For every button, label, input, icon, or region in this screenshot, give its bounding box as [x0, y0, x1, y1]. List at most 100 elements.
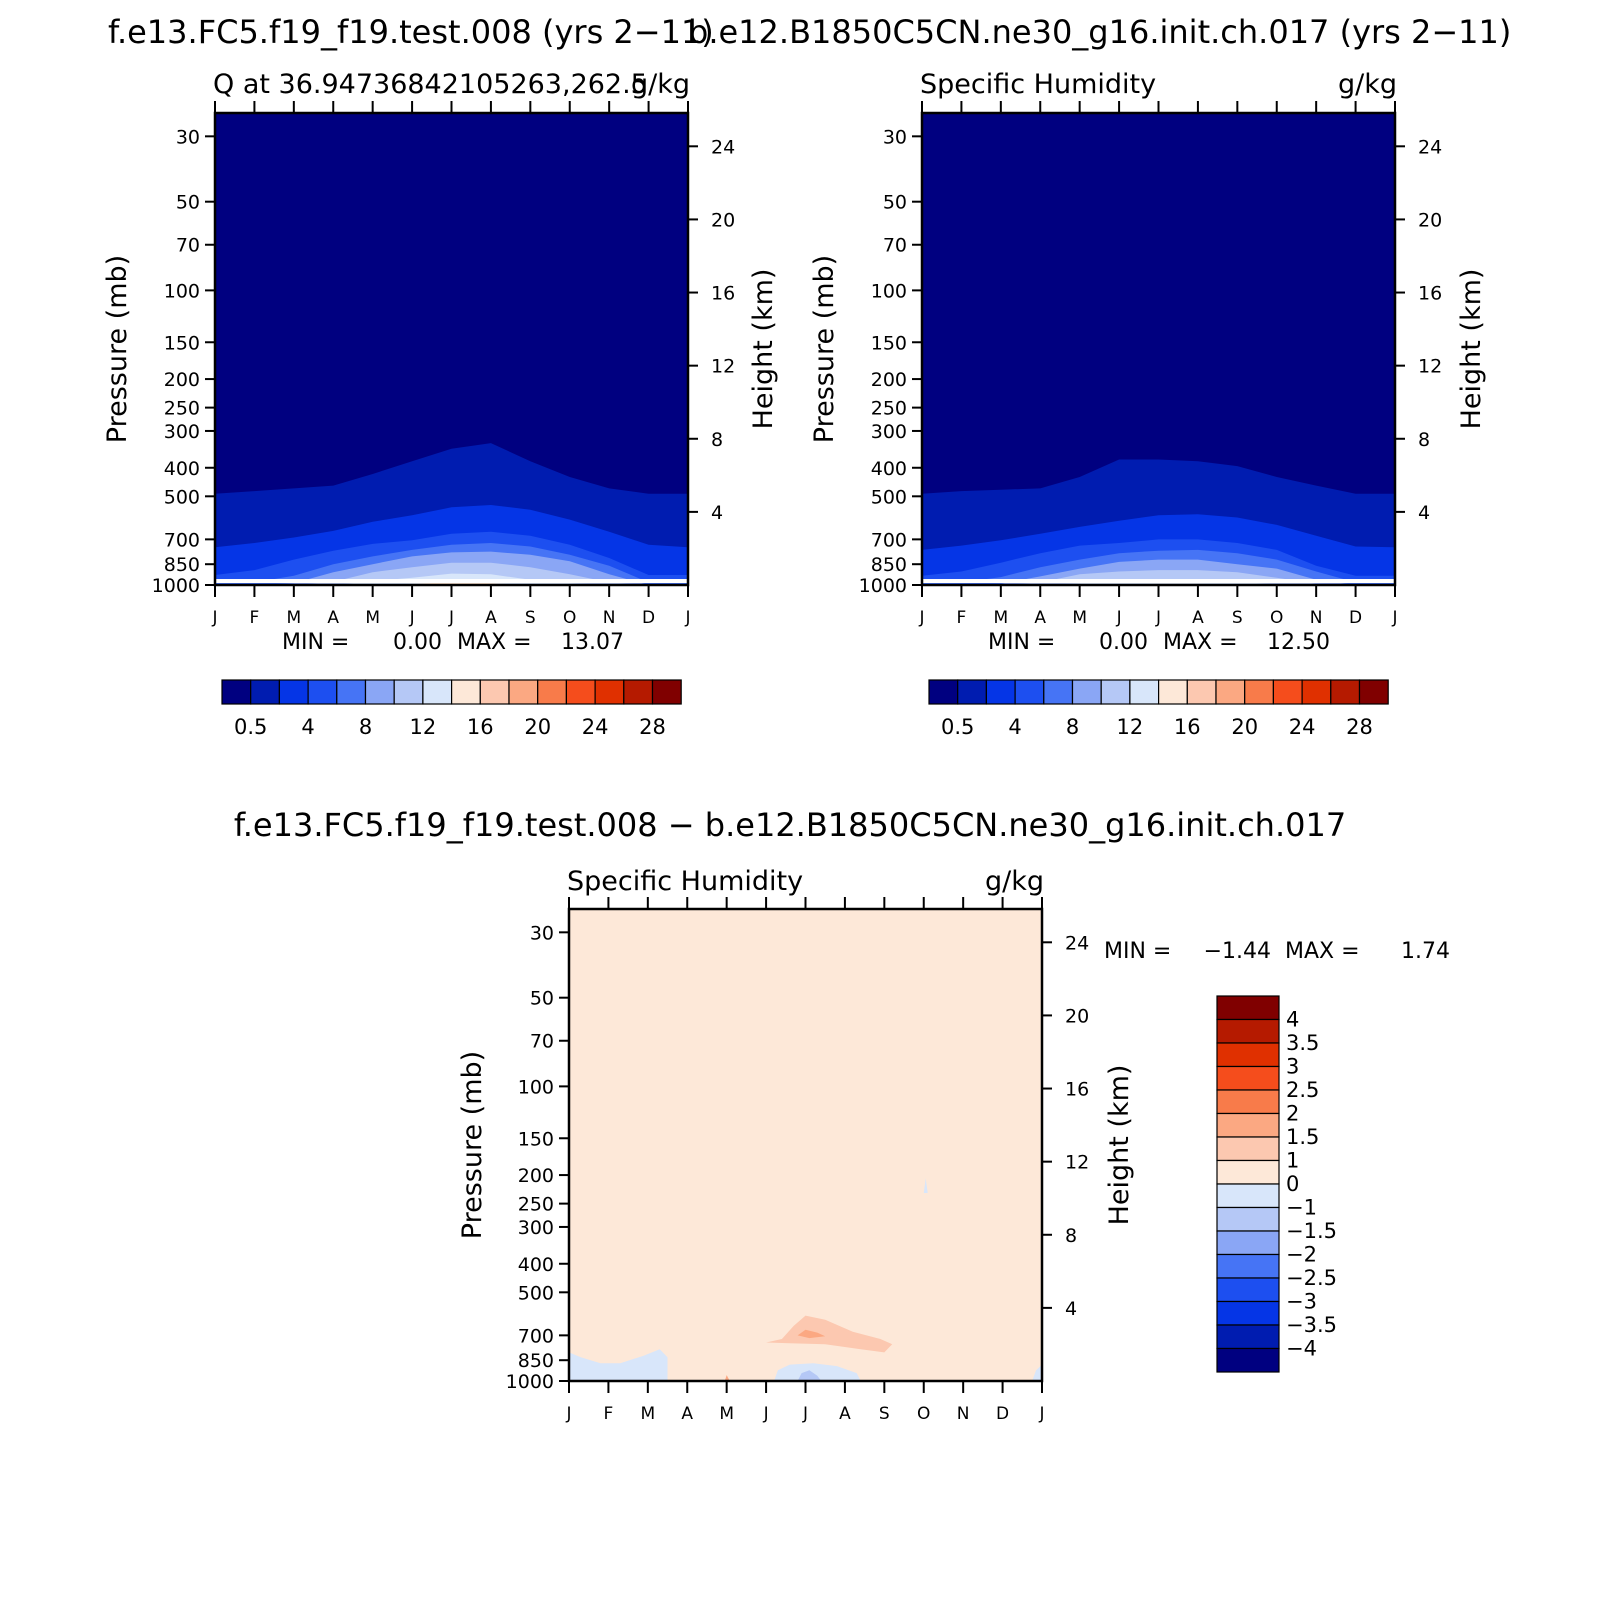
panel-diff-colorbar: 43.532.521.510−1−1.5−2−2.5−3−3.5−4: [1216, 995, 1337, 1373]
panel-diff-month-label: D: [996, 1404, 1009, 1424]
panel-diff-month-label: M: [719, 1404, 734, 1424]
panel-right-month-label: M: [993, 608, 1008, 628]
panel-diff-pressure-tick-label: 400: [518, 1254, 554, 1276]
panel-right-colorbar-box: [1272, 679, 1303, 705]
panel-left-colorbar-box: [364, 679, 395, 705]
panel-left-colorbar-box: [451, 679, 481, 705]
panel-left: Q at 36.94736842105263,262.5 g/kg 30 50 70…: [102, 69, 779, 739]
panel-diff-pressure-tick-label: 700: [518, 1325, 554, 1347]
panel-left-month-label: J: [211, 608, 217, 628]
panel-right-height-tick-label: 20: [1418, 209, 1442, 231]
panel-diff-colorbar-label: −4: [1286, 1337, 1317, 1361]
panel-left-colorbar-box: [422, 679, 453, 705]
panel-diff-month-label: F: [604, 1404, 614, 1424]
panel-right-month-label: J: [1116, 608, 1122, 628]
panel-right-colorbar-box: [1014, 679, 1045, 705]
panel-left-colorbar-label: 28: [639, 715, 666, 739]
panel-right-colorbar-box: [1157, 679, 1188, 705]
panel-diff-stats: MIN = −1.44 MAX = 1.74: [1104, 939, 1450, 964]
panel-diff-month-label: A: [839, 1404, 851, 1424]
panel-diff-colorbar-box: [1216, 1042, 1280, 1068]
panel-left-colorbar-box: [565, 679, 596, 705]
panel-left-pressure-tick-label: 700: [164, 529, 200, 551]
panel-diff-level-band-background: [569, 909, 1042, 1381]
panel-diff: Specific Humidity g/kg 30507010015020025…: [457, 866, 1450, 1424]
panel-diff-month-label: N: [957, 1404, 970, 1424]
panel-diff-month-label: A: [681, 1404, 693, 1424]
panel-right-colorbar-box: [1071, 679, 1102, 705]
panel-right-month-label: J: [918, 608, 924, 628]
panel-left-colorbar-label: 8: [359, 715, 372, 739]
panel-left-pressure-tick-label: 300: [164, 421, 200, 443]
panel-diff-max-label: MAX =: [1285, 939, 1360, 964]
panel-left-height-tick-label: 8: [711, 429, 723, 451]
panel-left-pressure-tick-label: 100: [164, 280, 200, 302]
panel-diff-colorbar-box: [1216, 995, 1280, 1021]
panel-right-colorbar-box: [928, 679, 959, 705]
panel-left-pressure-tick-label: 70: [176, 235, 200, 257]
panel-diff-pressure-tick-label: 30: [530, 922, 554, 944]
panel-right-pressure-tick-label: 50: [883, 192, 907, 214]
panel-diff-pressure-tick-label: 250: [518, 1194, 554, 1216]
panel-right-pressure-tick-label: 100: [871, 280, 907, 302]
panel-left-title: Q at 36.94736842105263,262.5: [213, 69, 648, 100]
panel-left-pressure-tick-label: 200: [164, 369, 200, 391]
panel-left-colorbar-box: [307, 679, 338, 705]
panel-right-pressure-tick-label: 250: [871, 398, 907, 420]
panel-right-month-label: J: [1155, 608, 1161, 628]
panel-left-height-tick-label: 20: [711, 209, 735, 231]
panel-diff-positive-speck: [724, 1375, 730, 1381]
panel-diff-colorbar-box: [1216, 1018, 1280, 1044]
panel-left-month-label: O: [563, 608, 576, 628]
panel-left-height-tick-label: 12: [711, 356, 735, 378]
panel-right-colorbar-label: 8: [1066, 715, 1079, 739]
panel-right-colorbar-box: [1100, 679, 1131, 705]
panel-right-ylabel-right: Height (km): [1456, 269, 1487, 430]
panel-left-ylabel-right: Height (km): [748, 269, 779, 430]
panel-left-colorbar-box: [651, 679, 682, 705]
panel-diff-max-value: 1.74: [1401, 939, 1450, 964]
panel-left-month-label: A: [485, 608, 497, 628]
panel-right-month-label: S: [1232, 608, 1243, 628]
panel-right-colorbar-label: 12: [1117, 715, 1144, 739]
panel-right-min-value: 0.00: [1099, 630, 1148, 655]
panel-left-pressure-tick-label: 30: [176, 126, 200, 148]
panel-left-colorbar-label: 16: [467, 715, 494, 739]
panel-right-colorbar-box: [1358, 679, 1389, 705]
panel-diff-colorbar-label: 3: [1286, 1055, 1299, 1079]
panel-right-month-label: N: [1310, 608, 1323, 628]
panel-left-pressure-tick-label: 850: [164, 554, 200, 576]
panel-left-colorbar-box: [479, 679, 510, 705]
title-diff: f.e13.FC5.f19_f19.test.008 − b.e12.B1850…: [234, 806, 1346, 844]
panel-diff-colorbar-box: [1216, 1112, 1280, 1138]
panel-diff-pressure-tick-label: 100: [518, 1076, 554, 1098]
panel-left-height-tick-label: 4: [711, 502, 723, 524]
panel-diff-title: Specific Humidity: [567, 866, 803, 897]
panel-right-colorbar-box: [1043, 679, 1074, 705]
panel-diff-colorbar-box: [1216, 1206, 1280, 1232]
panel-diff-colorbar-label: −2: [1286, 1243, 1317, 1267]
panel-right-max-label: MAX =: [1163, 630, 1238, 655]
panel-right-month-label: J: [1391, 608, 1397, 628]
panel-right-pressure-tick-label: 30: [883, 126, 907, 148]
panel-left-colorbar-box: [537, 679, 568, 705]
panel-diff-pressure-tick-label: 500: [518, 1282, 554, 1304]
panel-right-month-label: O: [1270, 608, 1283, 628]
panel-diff-colorbar-label: −1: [1286, 1196, 1317, 1220]
panel-diff-negative-core: [797, 1370, 822, 1381]
panel-diff-colorbar-box: [1216, 1300, 1280, 1326]
panel-diff-month-label: S: [879, 1404, 890, 1424]
panel-left-max-label: MAX =: [457, 630, 532, 655]
panel-right-max-value: 12.50: [1267, 630, 1330, 655]
panel-right-colorbar-box: [1186, 679, 1217, 705]
title-left: f.e13.FC5.f19_f19.test.008 (yrs 2−11): [108, 13, 714, 51]
panel-left-colorbar-label: 24: [582, 715, 609, 739]
panel-diff-colorbar-box: [1216, 1253, 1280, 1279]
panel-left-min-value: 0.00: [393, 630, 442, 655]
panel-left-pressure-tick-label: 1000: [152, 575, 200, 597]
panel-diff-colorbar-label: −3: [1286, 1290, 1317, 1314]
panel-diff-ylabel-right: Height (km): [1104, 1065, 1135, 1226]
panel-diff-min-value: −1.44: [1204, 939, 1271, 964]
panel-right-colorbar-box: [1301, 679, 1332, 705]
